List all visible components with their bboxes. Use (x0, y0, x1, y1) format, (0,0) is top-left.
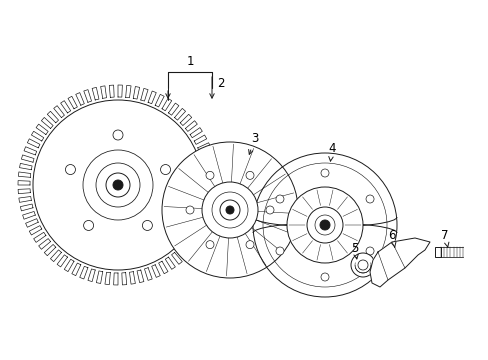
Text: 2: 2 (217, 77, 224, 90)
Circle shape (96, 163, 140, 207)
Circle shape (31, 98, 204, 272)
Circle shape (286, 187, 362, 263)
Circle shape (185, 206, 194, 214)
Circle shape (113, 130, 123, 140)
Polygon shape (369, 238, 429, 287)
Circle shape (225, 206, 234, 214)
Text: 1: 1 (186, 55, 193, 68)
Circle shape (205, 171, 214, 179)
Circle shape (350, 253, 374, 277)
Circle shape (162, 142, 297, 278)
Circle shape (205, 240, 214, 249)
Circle shape (275, 195, 284, 203)
Circle shape (142, 220, 152, 230)
Circle shape (113, 180, 123, 190)
Circle shape (220, 200, 240, 220)
Bar (434, 247, 440, 257)
Circle shape (83, 220, 93, 230)
Circle shape (320, 273, 328, 281)
Circle shape (366, 247, 373, 255)
Text: 6: 6 (387, 229, 395, 247)
Circle shape (314, 215, 334, 235)
Circle shape (252, 153, 396, 297)
Circle shape (212, 192, 247, 228)
Circle shape (245, 240, 253, 249)
Circle shape (320, 169, 328, 177)
Circle shape (245, 171, 253, 179)
Circle shape (275, 247, 284, 255)
Text: 7: 7 (440, 229, 448, 247)
Circle shape (18, 85, 218, 285)
Circle shape (319, 220, 329, 230)
Circle shape (33, 100, 203, 270)
Circle shape (306, 207, 342, 243)
Circle shape (160, 165, 170, 175)
Text: 3: 3 (248, 131, 258, 154)
Circle shape (202, 182, 258, 238)
Circle shape (106, 173, 130, 197)
Text: 5: 5 (350, 242, 358, 259)
Text: 4: 4 (327, 141, 335, 161)
Circle shape (357, 260, 367, 270)
Circle shape (265, 206, 273, 214)
Circle shape (65, 165, 75, 175)
Circle shape (366, 195, 373, 203)
Circle shape (83, 150, 153, 220)
